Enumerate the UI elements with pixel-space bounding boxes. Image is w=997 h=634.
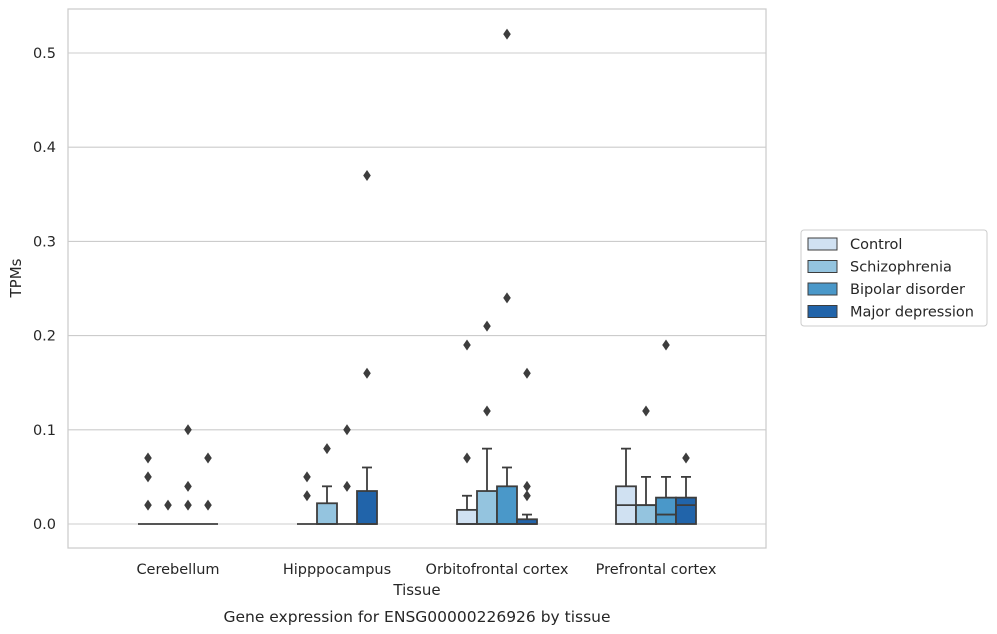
box-control: [297, 471, 317, 525]
box-iqr: [476, 490, 498, 525]
x-tick-labels: Cerebellum Hipppocampus Orbitofrontal cort…: [136, 562, 716, 578]
x-tick-label: Orbitofrontal cortex: [426, 562, 569, 578]
x-tick-label: Prefrontal cortex: [596, 562, 717, 578]
box-major-depression: [675, 452, 697, 525]
legend-label: Bipolar disorder: [850, 282, 965, 298]
outlier-point: [682, 452, 690, 464]
x-tick-label: Hipppocampus: [283, 562, 391, 578]
box-iqr: [356, 490, 378, 525]
box-major-depression: [198, 452, 218, 525]
legend-label: Schizophrenia: [850, 260, 952, 276]
outlier-point: [303, 471, 311, 483]
legend-swatch: [807, 305, 838, 318]
legend-label: Control: [850, 237, 902, 253]
outlier-point: [483, 320, 491, 332]
outlier-point: [144, 499, 152, 511]
legend-label: Major depression: [850, 305, 974, 321]
box-series: [138, 28, 697, 525]
legend-frame: [800, 229, 988, 327]
box-bipolar-disorder: [337, 424, 357, 525]
legend-swatch: [807, 282, 838, 296]
outlier-point: [503, 292, 511, 304]
y-tick-label: 0.4: [33, 140, 56, 156]
chart-caption: Gene expression for ENSG00000226926 by t…: [223, 608, 610, 626]
outlier-point: [463, 339, 471, 351]
outlier-point: [363, 169, 371, 181]
y-tick-label: 0.0: [33, 517, 56, 533]
outlier-point: [503, 28, 511, 40]
legend-swatch: [807, 237, 838, 251]
outlier-point: [303, 490, 311, 502]
box-bipolar-disorder: [496, 28, 518, 525]
box-bipolar-disorder: [655, 339, 677, 525]
box-iqr: [316, 502, 338, 525]
y-tick-label: 0.3: [33, 234, 56, 250]
box-schizophrenia: [316, 443, 338, 525]
y-tick-label: 0.1: [33, 423, 56, 439]
outlier-point: [662, 339, 670, 351]
outlier-point: [184, 424, 192, 436]
box-schizophrenia: [158, 499, 178, 525]
outlier-point: [144, 471, 152, 483]
x-tick-label: Cerebellum: [136, 562, 219, 578]
outlier-point: [204, 452, 212, 464]
outlier-point: [483, 405, 491, 417]
box-major-depression: [356, 169, 378, 525]
box-control: [615, 447, 637, 525]
outlier-point: [144, 452, 152, 464]
box-iqr: [635, 504, 657, 525]
y-tick-labels: 0.0 0.1 0.2 0.3 0.4 0.5: [33, 46, 56, 533]
legend: Control Schizophrenia Bipolar disorder Majo…: [800, 229, 988, 327]
outlier-point: [523, 490, 531, 502]
outlier-point: [343, 480, 351, 492]
box-control: [138, 452, 158, 525]
box-iqr: [496, 485, 518, 525]
outlier-point: [184, 499, 192, 511]
plot-area: [67, 8, 767, 549]
box-bipolar-disorder: [178, 424, 198, 525]
x-axis-label: Tissue: [392, 581, 440, 599]
outlier-point: [363, 367, 371, 379]
plot-background: [67, 8, 767, 549]
outlier-point: [164, 499, 172, 511]
box-schizophrenia: [476, 320, 498, 525]
y-axis-label: TPMs: [7, 258, 25, 298]
outlier-point: [463, 452, 471, 464]
outlier-point: [523, 480, 531, 492]
box-control: [456, 339, 478, 525]
y-tick-label: 0.2: [33, 329, 56, 345]
box-iqr: [456, 508, 478, 525]
box-iqr: [675, 496, 697, 525]
y-tick-label: 0.5: [33, 46, 56, 62]
outlier-point: [523, 367, 531, 379]
box-iqr: [655, 496, 677, 525]
box-major-depression: [516, 367, 538, 525]
outlier-point: [184, 480, 192, 492]
outlier-point: [204, 499, 212, 511]
outlier-point: [343, 424, 351, 436]
outlier-point: [323, 443, 331, 455]
legend-swatch: [807, 260, 838, 273]
outlier-point: [642, 405, 650, 417]
